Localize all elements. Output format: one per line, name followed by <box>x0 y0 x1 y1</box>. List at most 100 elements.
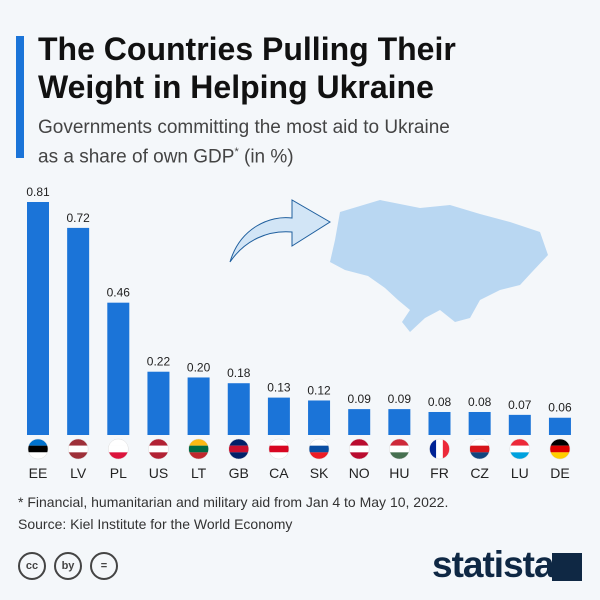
flag-stripe <box>28 445 48 453</box>
flag-stripe <box>68 452 89 459</box>
ukraine-map-illustration <box>229 199 548 332</box>
flag-stripe <box>429 439 437 459</box>
flag-stripe <box>549 452 570 459</box>
bar-CA <box>267 397 290 435</box>
flag-border <box>509 438 531 460</box>
statista-logo-mark <box>552 553 582 581</box>
tick-label-HU: HU <box>389 465 409 481</box>
flag-stripe <box>309 439 330 446</box>
flag-stripe <box>509 445 530 453</box>
flag-stripe <box>436 439 443 459</box>
no-derivatives-icon[interactable]: = <box>90 552 118 580</box>
tick-label-CZ: CZ <box>470 465 489 481</box>
ukraine-map-icon <box>330 200 548 332</box>
bar-US <box>147 371 170 435</box>
tick-label-NO: NO <box>349 465 370 481</box>
flag-stripe <box>469 445 490 453</box>
bar-NO <box>348 409 371 435</box>
statista-logo[interactable]: statista <box>432 544 555 585</box>
flag-stripe <box>549 439 570 446</box>
flag-stripe <box>108 439 129 446</box>
flag-icon-GB <box>228 439 249 459</box>
flag-border <box>389 438 410 460</box>
tick-label-DE: DE <box>550 465 569 481</box>
flag-icon-LV <box>68 439 89 459</box>
data-label-EE: 0.81 <box>26 185 50 199</box>
flag-icon-HU <box>389 439 410 459</box>
flag-icon-FR <box>429 439 450 459</box>
data-label-DE: 0.06 <box>548 401 572 415</box>
flag-icon-LU <box>509 439 530 459</box>
flag-stripe <box>188 452 209 459</box>
data-label-FR: 0.08 <box>428 395 452 409</box>
flag-stripe <box>108 452 129 459</box>
subtitle-line-2: as a share of own GDP* (in %) <box>38 140 450 169</box>
flag-icon-DE <box>549 439 570 459</box>
flag-border <box>67 438 89 460</box>
bar-SK <box>308 400 331 435</box>
flag-border <box>469 438 490 460</box>
flag-border <box>27 438 49 460</box>
flag-border <box>228 438 249 460</box>
flag-stripe <box>188 439 209 446</box>
flag-stripe <box>148 439 169 446</box>
flag-stripe <box>188 445 209 453</box>
tick-label-CA: CA <box>269 465 289 481</box>
flag-border <box>188 438 209 460</box>
attribution-icon[interactable]: by <box>54 552 82 580</box>
tick-label-GB: GB <box>229 465 249 481</box>
title-line-1: The Countries Pulling Their <box>38 31 456 67</box>
bar-LT <box>187 377 210 435</box>
flag-stripe <box>389 452 410 459</box>
bar-CZ <box>468 411 491 435</box>
flag-border <box>148 438 169 460</box>
flag-icon-EE <box>28 439 48 459</box>
flag-stripe <box>28 439 48 446</box>
flag-stripe <box>28 452 48 459</box>
flag-icon-LT <box>188 439 209 459</box>
data-label-LT: 0.20 <box>187 360 211 374</box>
flag-stripe <box>389 439 410 446</box>
flag-icon-SK <box>309 439 330 459</box>
flag-icon-PL <box>108 439 129 459</box>
flag-icon-CA <box>268 439 289 459</box>
flag-stripe <box>148 445 169 453</box>
flag-stripe <box>349 452 370 459</box>
flag-stripe <box>549 445 570 453</box>
flag-stripe <box>268 439 289 446</box>
flag-stripe <box>148 452 169 459</box>
tick-label-FR: FR <box>430 465 449 481</box>
arrow-icon <box>229 199 331 263</box>
flag-stripe <box>509 452 530 459</box>
bar-HU <box>388 409 411 435</box>
flag-stripe <box>469 439 490 446</box>
footnote: * Financial, humanitarian and military a… <box>18 494 449 510</box>
data-label-US: 0.22 <box>147 355 171 369</box>
bar-LV <box>67 227 90 435</box>
flag-stripe <box>228 439 249 446</box>
data-label-LV: 0.72 <box>66 211 90 225</box>
flag-stripe <box>108 445 129 453</box>
flag-border <box>308 438 330 460</box>
bar-GB <box>227 383 250 435</box>
bar-DE <box>548 417 571 435</box>
data-label-LU: 0.07 <box>508 398 532 412</box>
cc-license-icon[interactable]: cc <box>18 552 46 580</box>
flag-stripe <box>509 439 530 446</box>
tick-label-SK: SK <box>310 465 329 481</box>
subtitle: Governments committing the most aid to U… <box>38 116 450 169</box>
bar-EE <box>27 202 49 435</box>
subtitle-line-1: Governments committing the most aid to U… <box>38 117 450 138</box>
flag-stripe <box>268 452 289 459</box>
bar-LU <box>508 414 531 435</box>
flag-stripe <box>309 445 330 453</box>
page-title: The Countries Pulling Their Weight in He… <box>38 30 456 106</box>
flag-stripe <box>228 452 249 459</box>
data-label-NO: 0.09 <box>348 392 372 406</box>
tick-label-PL: PL <box>110 465 127 481</box>
tick-label-LV: LV <box>70 465 87 481</box>
flag-stripe <box>349 445 370 453</box>
source[interactable]: Source: Kiel Institute for the World Eco… <box>18 516 293 532</box>
